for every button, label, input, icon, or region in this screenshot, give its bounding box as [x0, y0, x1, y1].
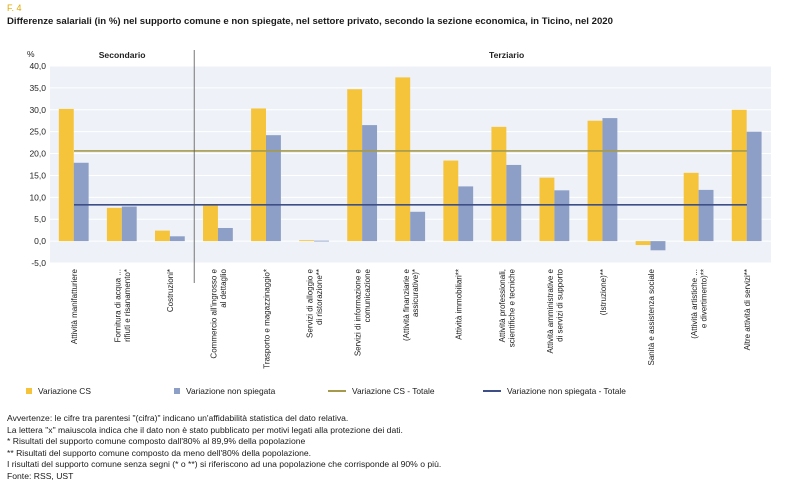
x-tick-label: al dettaglio: [219, 268, 228, 307]
y-tick-label: 10,0: [29, 192, 46, 202]
x-tick-label: di servizi di supporto: [555, 268, 564, 341]
x-tick-label: Attività immobiliari**: [455, 269, 464, 340]
bar-variazione-cs: [731, 109, 747, 242]
bar-variazione-cs: [203, 204, 218, 242]
bar-variazione-cs: [443, 160, 459, 242]
x-tick-label: Commercio all'ingrosso e: [210, 268, 219, 358]
legend-label-cs-totale: Variazione CS - Totale: [352, 386, 435, 396]
x-tick-label: Attività amministrative e: [546, 268, 555, 353]
x-tick-label: Attività manifatturiere: [70, 268, 79, 344]
legend-item-non-spiegata: Variazione non spiegata: [174, 386, 275, 396]
x-tick-label: Trasporto e magazzinaggio*: [262, 269, 271, 369]
bar-variazione-cs: [395, 77, 411, 242]
legend-item-cs: Variazione CS: [26, 386, 91, 396]
y-tick-label: 40,0: [29, 61, 46, 71]
bar-variazione-cs: [251, 108, 267, 242]
bar-variazione-cs: [683, 172, 699, 242]
x-tick-label: scientifiche e tecniche: [507, 268, 516, 347]
bar-variazione-non-spiegata: [217, 227, 233, 242]
bar-variazione-non-spiegata: [169, 236, 185, 242]
y-tick-label: 5,0: [34, 214, 46, 224]
bar-variazione-cs: [106, 207, 122, 242]
bar-variazione-cs: [299, 240, 315, 242]
y-tick-label: -5,0: [31, 258, 46, 268]
x-tick-label: Attività professionali,: [498, 269, 507, 342]
x-tick-label: (Istruzione)**: [599, 269, 608, 315]
bar-variazione-non-spiegata: [554, 190, 570, 242]
legend: Variazione CS Variazione non spiegata Va…: [0, 386, 800, 402]
legend-item-cs-totale: Variazione CS - Totale: [328, 386, 435, 396]
bar-variazione-non-spiegata: [458, 186, 474, 242]
bar-variazione-non-spiegata: [506, 164, 522, 242]
y-tick-label: 35,0: [29, 83, 46, 93]
chart: -5,0 0,0 5,0 10,0 15,0 20,0 25,0 30,0 35,0 40,0% S…: [27, 49, 771, 369]
bar-variazione-cs: [587, 120, 603, 242]
x-tick-label: Altre attività di servizi**: [743, 269, 752, 350]
bar-variazione-non-spiegata: [362, 125, 378, 242]
x-tick-label: Sanità e assistenza sociale: [647, 268, 656, 365]
y-tick-label: 25,0: [29, 127, 46, 137]
chart-title: Differenze salariali (in %) nel supporto…: [7, 16, 613, 27]
legend-label-non-spiegata: Variazione non spiegata: [186, 386, 276, 396]
x-tick-label: Servizi di informazione e: [354, 268, 363, 356]
x-tick-label: e divertimento)**: [700, 269, 709, 328]
x-tick-label: comunicazione: [363, 268, 372, 322]
legend-label-non-spiegata-totale: Variazione non spiegata - Totale: [507, 386, 626, 396]
note-line: ** Risultati del supporto comune compost…: [7, 447, 312, 458]
bar-variazione-non-spiegata: [73, 162, 89, 242]
x-tick-label: rifiuti e risanamento*: [123, 269, 132, 342]
y-tick-label: 30,0: [29, 105, 46, 115]
y-tick-label: 0,0: [34, 236, 46, 246]
bar-variazione-non-spiegata: [266, 135, 281, 242]
x-tick-label: di ristorazione**: [315, 269, 324, 325]
bar-variazione-non-spiegata: [410, 211, 426, 242]
note-line: * Risultati del supporto comune composto…: [7, 436, 306, 446]
bar-variazione-non-spiegata: [314, 240, 329, 242]
y-tick-label: 20,0: [29, 149, 46, 159]
bar-variazione-non-spiegata: [698, 189, 714, 242]
bar-variazione-cs: [58, 108, 74, 242]
figure-label: F. 4: [7, 3, 22, 13]
group-label: Secondario: [99, 50, 146, 60]
bar-variazione-cs: [154, 230, 170, 242]
y-tick-label: 15,0: [29, 170, 46, 180]
y-axis-label: %: [27, 49, 35, 59]
x-tick-label: (Attività finanziarie e: [402, 268, 411, 341]
bar-variazione-cs: [635, 241, 651, 246]
legend-swatch-cs-totale: [328, 390, 346, 392]
bar-variazione-non-spiegata: [121, 206, 137, 242]
bar-variazione-cs: [347, 89, 363, 242]
x-tick-label: Costruzioni*: [166, 269, 175, 312]
source-line: Fonte: RSS, UST: [7, 470, 74, 481]
bar-variazione-cs: [491, 126, 507, 242]
note-line: Avvertenze: le cifre tra parentesi "(cif…: [7, 413, 349, 423]
legend-swatch-cs: [26, 388, 32, 394]
x-tick-label: Fornitura di acqua ...: [113, 269, 122, 342]
bar-variazione-non-spiegata: [602, 118, 618, 242]
legend-swatch-non-spiegata-totale: [483, 390, 501, 392]
x-tick-label: assicurative)*: [411, 269, 420, 317]
group-label: Terziario: [489, 50, 524, 60]
legend-label-cs: Variazione CS: [38, 386, 91, 396]
bar-variazione-non-spiegata: [650, 241, 666, 251]
note-line: I risultati del supporto comune senza se…: [7, 459, 442, 469]
x-tick-label: (Attività artistiche ...: [690, 269, 699, 339]
footnotes: Avvertenze: le cifre tra parentesi "(cif…: [7, 413, 441, 482]
legend-item-non-spiegata-totale: Variazione non spiegata - Totale: [483, 386, 626, 396]
note-line: La lettera "x" maiuscola indica che il d…: [7, 424, 403, 435]
legend-swatch-non-spiegata: [174, 388, 180, 394]
bar-variazione-cs: [539, 177, 555, 242]
bar-variazione-non-spiegata: [746, 131, 762, 242]
x-tick-label: Servizi di alloggio e: [306, 268, 315, 337]
